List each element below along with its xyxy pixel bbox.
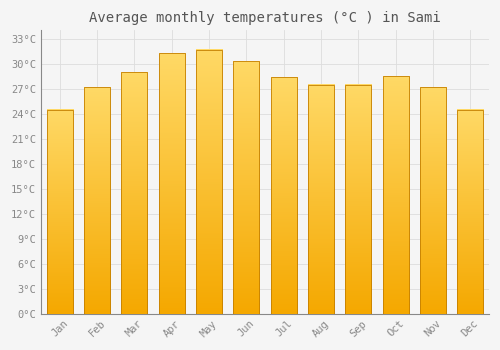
Bar	[382, 76, 408, 314]
Bar	[158, 53, 184, 314]
Bar	[233, 61, 260, 314]
Bar	[84, 87, 110, 314]
Bar	[270, 77, 296, 314]
Bar	[457, 110, 483, 314]
Bar	[345, 85, 372, 314]
Bar	[420, 87, 446, 314]
Bar	[121, 72, 148, 314]
Bar	[46, 110, 72, 314]
Bar	[196, 50, 222, 314]
Title: Average monthly temperatures (°C ) in Sami: Average monthly temperatures (°C ) in Sa…	[89, 11, 441, 25]
Bar	[308, 85, 334, 314]
